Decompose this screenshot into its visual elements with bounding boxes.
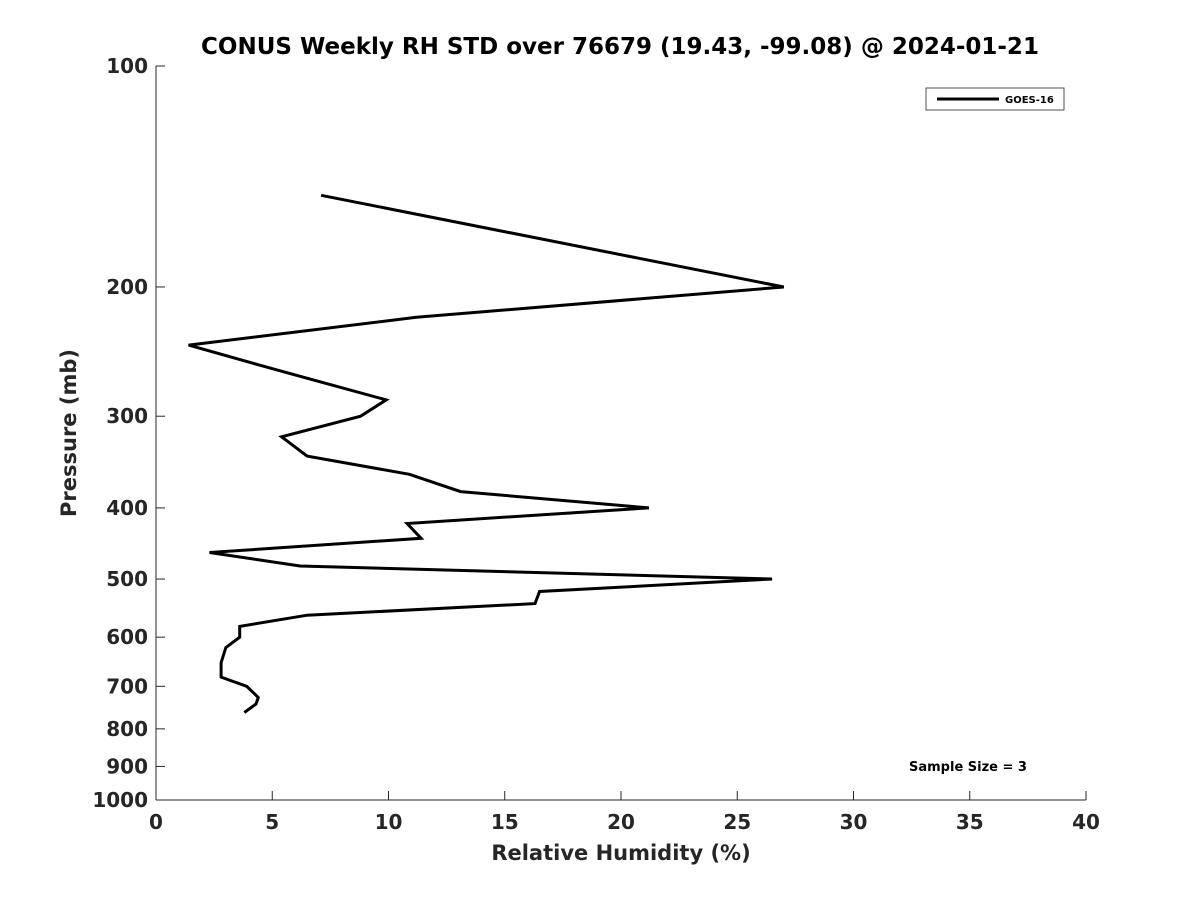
x-tick-label: 40 (1072, 810, 1100, 834)
x-tick-label: 15 (491, 810, 519, 834)
series-line-goes-16 (188, 193, 785, 714)
y-tick-label: 700 (106, 674, 148, 698)
x-tick-label: 25 (723, 810, 751, 834)
y-tick-label: 800 (106, 717, 148, 741)
chart-title: CONUS Weekly RH STD over 76679 (19.43, -… (201, 34, 1039, 60)
y-tick-label: 200 (106, 275, 148, 299)
x-ticks: 0 5 10 15 20 25 30 35 40 (149, 791, 1100, 834)
y-tick-label: 300 (106, 404, 148, 428)
x-tick-label: 20 (607, 810, 635, 834)
legend: GOES-16 (925, 87, 1065, 111)
x-tick-label: 10 (375, 810, 403, 834)
y-tick-label: 100 (106, 54, 148, 78)
y-tick-label: 600 (106, 625, 148, 649)
y-tick-label: 500 (106, 567, 148, 591)
series-layer (188, 193, 785, 714)
x-tick-label: 0 (149, 810, 163, 834)
x-tick-label: 35 (956, 810, 984, 834)
y-tick-label: 400 (106, 496, 148, 520)
y-axis-title: Pressure (mb) (57, 349, 81, 517)
x-tick-label: 30 (840, 810, 868, 834)
x-tick-label: 5 (265, 810, 279, 834)
x-axis-title: Relative Humidity (%) (491, 841, 750, 865)
y-tick-label: 900 (106, 754, 148, 778)
y-tick-label: 1000 (92, 788, 148, 812)
y-ticks: 100 200 300 400 500 600 700 800 900 1000 (92, 54, 165, 812)
sample-size-annotation: Sample Size = 3 (909, 760, 1027, 775)
legend-label: GOES-16 (1005, 95, 1054, 106)
